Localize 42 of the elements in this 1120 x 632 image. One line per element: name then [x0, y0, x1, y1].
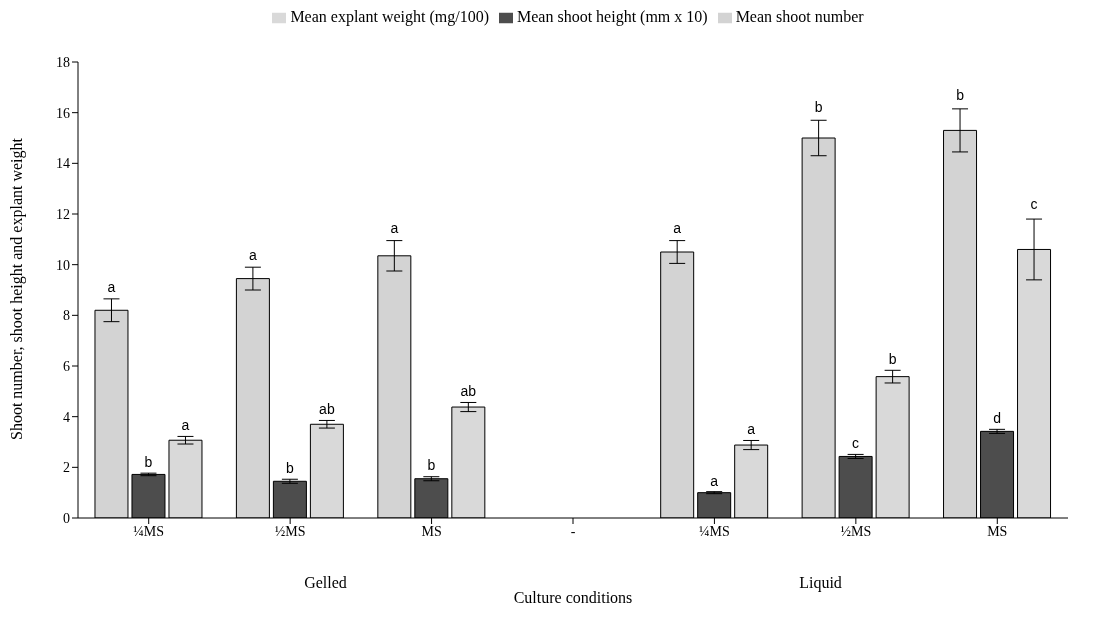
- data-label: a: [673, 220, 682, 237]
- legend-label: Mean shoot height (mm x 10): [517, 8, 708, 25]
- x-tick-label: MS: [421, 523, 442, 539]
- data-label: a: [390, 219, 399, 236]
- text: Liquid: [798, 574, 843, 592]
- data-label: b: [814, 99, 823, 116]
- y-tick-label: 2: [63, 460, 70, 476]
- y-tick-label: 14: [56, 156, 70, 172]
- data-label: d: [993, 410, 1001, 427]
- y-tick-label: 10: [56, 257, 70, 273]
- y-tick-label: 18: [56, 54, 70, 70]
- x-axis-title: Culture conditions: [513, 589, 633, 606]
- legend-label: Mean shoot number: [735, 8, 864, 25]
- data-label: b: [888, 350, 897, 367]
- data-label: b: [286, 460, 294, 476]
- y-tick-label: 16: [56, 105, 70, 121]
- y-tick-label: 6: [63, 358, 70, 374]
- data-label: a: [710, 472, 719, 489]
- data-label: b: [427, 457, 436, 474]
- data-label: a: [747, 420, 756, 437]
- y-tick-label: 8: [63, 308, 70, 324]
- data-label: b: [144, 454, 153, 471]
- x-tick-label: ¼MS: [133, 523, 165, 539]
- y-axis-title: Shoot number, shoot height and explant weight: [7, 137, 26, 440]
- y-tick-label: 12: [56, 206, 70, 222]
- text: Gelled: [303, 574, 348, 592]
- data-label: a: [107, 278, 116, 295]
- legend-label: Mean explant weight (mg/100): [290, 8, 489, 25]
- y-tick-label: 0: [63, 510, 70, 526]
- y-tick-label: 4: [63, 409, 70, 425]
- data-label: ab: [460, 382, 477, 399]
- data-label: a: [181, 416, 190, 433]
- x-tick-label: ½MS: [840, 523, 872, 539]
- data-label: c: [852, 435, 860, 452]
- data-label: ab: [319, 401, 335, 418]
- data-label: c: [1030, 196, 1038, 213]
- x-tick-label: ¼MS: [699, 523, 730, 539]
- x-tick-label: ½MS: [274, 523, 306, 539]
- data-label: a: [249, 246, 257, 263]
- x-tick-label: -: [570, 523, 576, 539]
- data-label: b: [956, 87, 965, 104]
- x-tick-label: MS: [987, 523, 1008, 539]
